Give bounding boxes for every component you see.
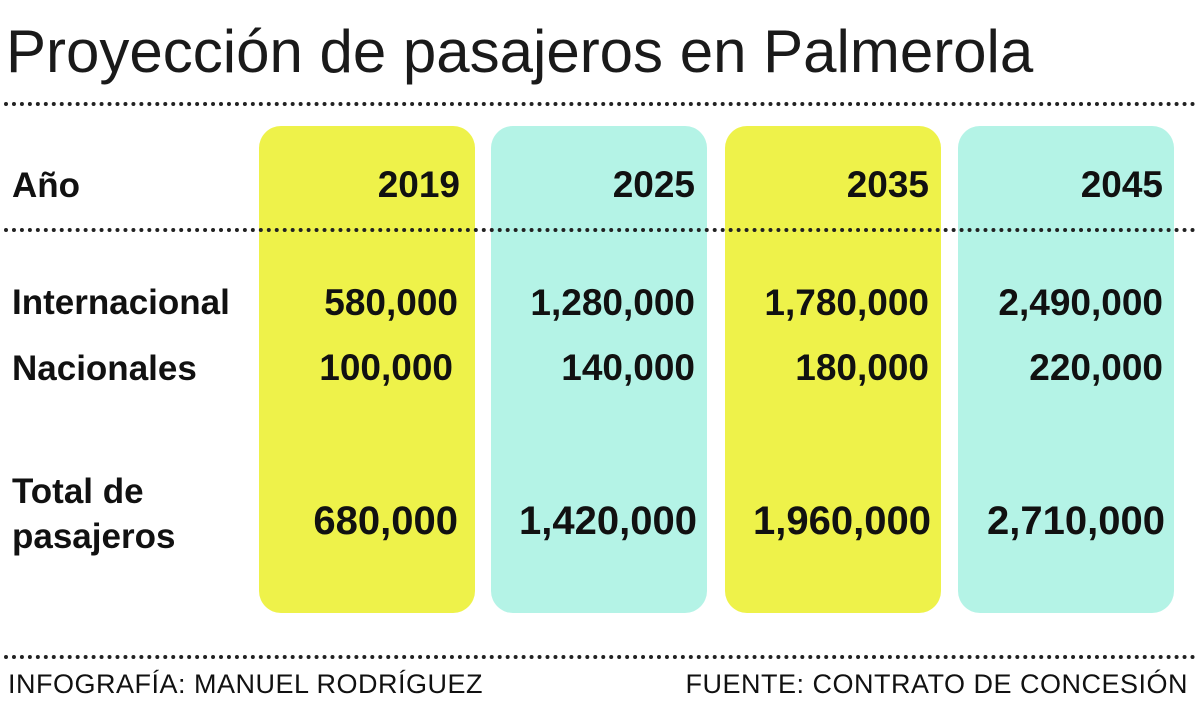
cell-international-2035: 1,780,000 [764, 282, 929, 323]
column-bg-2045 [958, 126, 1174, 613]
year-header-2019: 2019 [377, 164, 460, 205]
chart-title: Proyección de pasajeros en Palmerola [6, 18, 1034, 85]
cell-international-2025: 1,280,000 [530, 282, 695, 323]
cell-total-2019: 680,000 [313, 499, 458, 543]
cell-international-2045: 2,490,000 [998, 282, 1163, 323]
header-divider [4, 228, 1196, 232]
footer-source: FUENTE: CONTRATO DE CONCESIÓN [685, 669, 1188, 699]
footer-credit: INFOGRAFÍA: MANUEL RODRÍGUEZ [8, 669, 484, 699]
cell-total-2025: 1,420,000 [519, 499, 697, 543]
column-bg-2025 [491, 126, 707, 613]
row-label-year: Año [12, 166, 81, 205]
year-header-2025: 2025 [612, 164, 695, 205]
footer-divider [4, 655, 1196, 659]
row-label-national: Nacionales [12, 349, 197, 388]
row-label-total-line1: Total de [12, 472, 144, 511]
column-bg-2019 [259, 126, 475, 613]
cell-national-2019: 100,000 [319, 347, 453, 388]
title-divider [4, 102, 1196, 106]
column-bg-2035 [725, 126, 941, 613]
cell-total-2035: 1,960,000 [753, 499, 931, 543]
cell-total-2045: 2,710,000 [987, 499, 1165, 543]
cell-national-2035: 180,000 [795, 347, 929, 388]
row-label-total-line2: pasajeros [12, 517, 176, 556]
year-header-2045: 2045 [1080, 164, 1163, 205]
cell-national-2045: 220,000 [1029, 347, 1163, 388]
cell-national-2025: 140,000 [561, 347, 695, 388]
year-header-2035: 2035 [846, 164, 929, 205]
cell-international-2019: 580,000 [324, 282, 458, 323]
row-label-international: Internacional [12, 283, 230, 322]
